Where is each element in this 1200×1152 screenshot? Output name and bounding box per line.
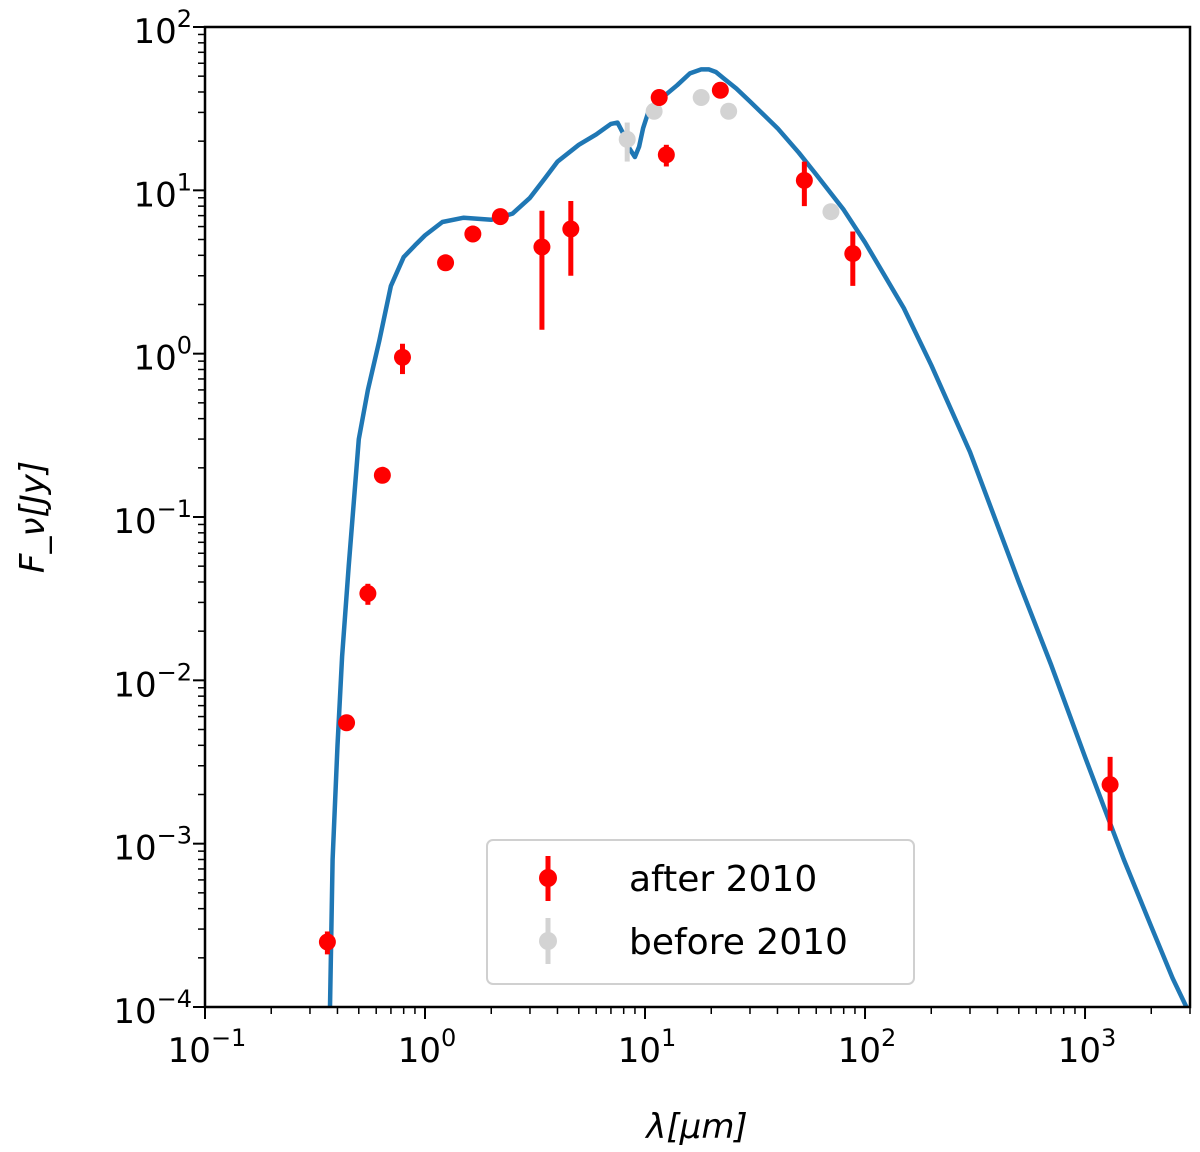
- data-point-after-2010: [795, 161, 813, 207]
- data-point-after-2010: [393, 343, 411, 375]
- data-point-before-2010: [618, 122, 636, 162]
- legend-marker-after-2010: [539, 856, 557, 901]
- legend-marker-before-2010: [539, 918, 557, 964]
- x-tick-label: 102: [838, 1024, 897, 1071]
- data-point-before-2010: [692, 89, 710, 107]
- y-tick-label: 10−4: [113, 985, 192, 1032]
- x-tick-label: 101: [618, 1024, 677, 1071]
- y-axis-label: F_ν[Jy]: [13, 461, 53, 573]
- data-point-before-2010: [822, 203, 840, 221]
- model-curve: [327, 67, 1189, 1007]
- data-point-after-2010: [533, 210, 551, 330]
- legend-box: [486, 839, 915, 985]
- data-point-before-2010: [645, 102, 663, 120]
- data-point-after-2010: [437, 254, 455, 272]
- legend-label-before-2010: before 2010: [629, 922, 848, 963]
- tick-labels: 10−1 100 101 102 103 10−4 10−3 10−2 10−1 100 101 10…: [113, 5, 1116, 1071]
- data-point-after-2010: [359, 583, 377, 605]
- legend-label-after-2010: after 2010: [629, 859, 817, 900]
- y-tick-label: 101: [133, 168, 192, 215]
- y-tick-label: 10−1: [113, 495, 192, 542]
- data-point-after-2010: [844, 231, 862, 286]
- data-point-after-2010: [711, 81, 729, 99]
- data-point-after-2010: [650, 89, 668, 107]
- data-point-after-2010: [373, 466, 391, 484]
- data-point-after-2010: [562, 201, 580, 276]
- plot-frame: [203, 25, 1192, 1009]
- y-tick-label: 100: [133, 332, 192, 379]
- data-point-after-2010: [491, 208, 509, 226]
- data-point-after-2010: [464, 225, 482, 243]
- x-tick-label: 10−1: [168, 1024, 247, 1071]
- data-point-after-2010: [1101, 756, 1119, 831]
- data-point-before-2010: [720, 102, 738, 120]
- x-tick-label: 100: [398, 1024, 457, 1071]
- plot-series: [318, 67, 1189, 1007]
- legend: after 2010 before 2010: [486, 839, 915, 985]
- y-tick-label: 10−2: [113, 658, 192, 705]
- data-point-after-2010: [318, 931, 336, 955]
- data-point-after-2010: [338, 714, 356, 732]
- data-point-after-2010: [657, 144, 675, 167]
- y-tick-label: 102: [133, 5, 192, 52]
- y-tick-label: 10−3: [113, 822, 192, 869]
- x-tick-label: 103: [1058, 1024, 1117, 1071]
- x-axis-label: λ[μm]: [644, 1107, 747, 1147]
